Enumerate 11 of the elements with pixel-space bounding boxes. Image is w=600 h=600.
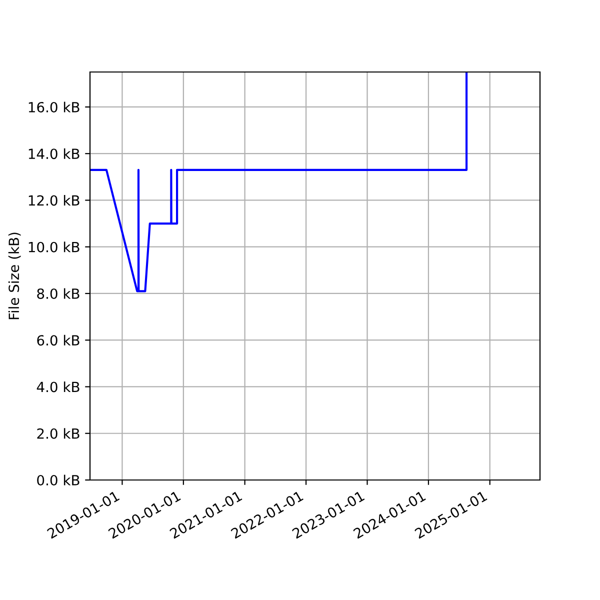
line-series: [90, 72, 468, 292]
y-tick-label: 6.0 kB: [37, 334, 80, 346]
y-tick-label: 0.0 kB: [37, 474, 80, 486]
y-tick-label: 2.0 kB: [37, 428, 80, 439]
y-tick-label: 8.0 kB: [37, 288, 80, 299]
y-axis-title: File Size (kB): [8, 232, 21, 320]
y-tick-label: 12.0 kB: [28, 194, 80, 206]
y-tick-label: 10.0 kB: [28, 242, 80, 252]
y-tick-label: 16.0 kB: [28, 102, 80, 112]
y-tick-label: 4.0 kB: [36, 381, 80, 392]
y-tick-label: 14.0 kB: [28, 148, 80, 160]
